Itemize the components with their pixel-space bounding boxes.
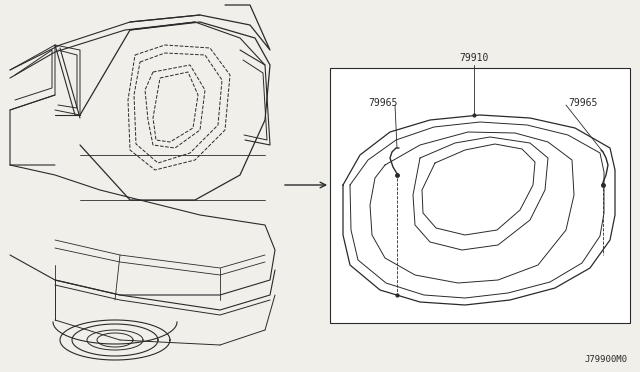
Text: 79965: 79965 xyxy=(568,98,597,108)
Text: 79965: 79965 xyxy=(368,98,397,108)
Bar xyxy=(330,68,630,323)
Text: 79910: 79910 xyxy=(460,53,489,63)
Text: J79900M0: J79900M0 xyxy=(584,356,627,365)
